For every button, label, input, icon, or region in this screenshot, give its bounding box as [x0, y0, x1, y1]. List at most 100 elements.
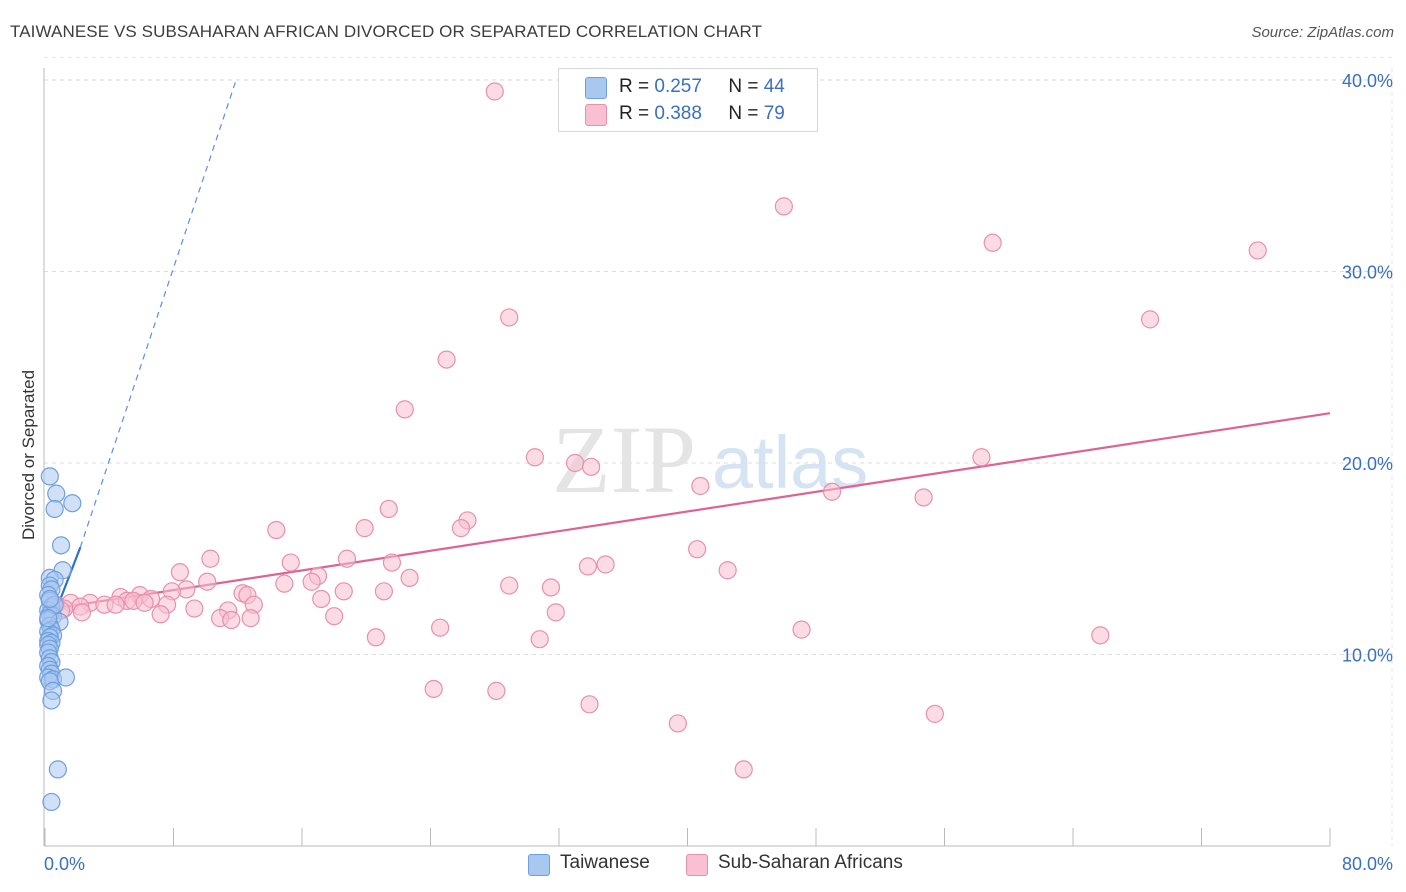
legend-n-label: N =: [728, 76, 759, 97]
point-subsaharan: [374, 582, 394, 601]
legend-r-value: 0.257: [654, 76, 702, 97]
point-subsaharan: [400, 568, 419, 588]
point-subsaharan: [198, 572, 217, 591]
legend-swatch-taiwanese: [585, 77, 607, 99]
legend-r-label: R =: [619, 103, 650, 124]
point-subsaharan: [500, 576, 519, 595]
point-subsaharan: [302, 572, 321, 591]
bottom-legend-label-subsaharan: Sub-Saharan Africans: [718, 852, 903, 873]
point-taiwanese: [39, 609, 58, 628]
point-subsaharan: [525, 448, 545, 467]
point-subsaharan: [691, 476, 710, 496]
point-subsaharan: [151, 605, 170, 624]
point-subsaharan: [106, 595, 125, 614]
y-tick-label: 40.0%: [1342, 71, 1393, 91]
y-tick-label: 20.0%: [1342, 454, 1393, 474]
point-subsaharan: [718, 561, 737, 580]
point-taiwanese: [42, 792, 61, 812]
point-subsaharan: [424, 679, 443, 699]
point-subsaharan: [451, 519, 471, 538]
legend-r-value: 0.388: [654, 103, 702, 124]
point-subsaharan: [334, 582, 353, 601]
point-taiwanese: [51, 536, 71, 555]
point-subsaharan: [546, 603, 565, 622]
point-subsaharan: [267, 520, 286, 540]
correlation-legend: R = 0.257 N = 44 R = 0.388 N = 79: [558, 68, 818, 132]
point-subsaharan: [275, 574, 294, 593]
point-subsaharan: [734, 760, 753, 779]
point-subsaharan: [983, 233, 1002, 252]
bottom-legend-swatch-subsaharan: [686, 854, 708, 876]
point-taiwanese: [40, 589, 59, 609]
point-subsaharan: [355, 519, 374, 538]
point-subsaharan: [1091, 626, 1110, 645]
trend-lines: [43, 79, 1331, 640]
point-subsaharan: [185, 599, 204, 618]
source-label: Source: ZipAtlas.com: [1251, 24, 1394, 41]
axes: [43, 68, 1331, 847]
point-subsaharan: [688, 540, 707, 559]
point-subsaharan: [822, 482, 842, 501]
point-subsaharan: [437, 350, 456, 369]
point-subsaharan: [485, 82, 504, 101]
point-subsaharan: [395, 400, 414, 419]
point-subsaharan: [668, 714, 687, 733]
point-taiwanese: [45, 499, 64, 519]
point-subsaharan: [201, 549, 220, 568]
point-subsaharan: [582, 457, 601, 476]
point-subsaharan: [379, 499, 398, 519]
point-taiwanese: [40, 467, 59, 486]
chart-title: TAIWANESE VS SUBSAHARAN AFRICAN DIVORCED…: [10, 22, 763, 41]
point-taiwanese: [63, 494, 82, 513]
trend-subsaharan: [52, 412, 1331, 610]
y-tick-label: 10.0%: [1342, 646, 1393, 666]
point-subsaharan: [580, 695, 599, 714]
point-subsaharan: [1248, 241, 1267, 260]
y-axis-title: Divorced or Separated: [19, 370, 38, 540]
watermark: ZIP atlas: [552, 406, 868, 513]
point-taiwanese: [47, 484, 66, 503]
point-subsaharan: [222, 610, 241, 630]
y-tick-label: 30.0%: [1342, 263, 1393, 283]
legend-n-value: 44: [763, 76, 785, 97]
point-subsaharan: [914, 488, 933, 507]
bottom-legend-swatch-taiwanese: [528, 854, 550, 876]
point-subsaharan: [170, 563, 190, 582]
gridlines: [44, 56, 1393, 846]
watermark-atlas: atlas: [712, 421, 868, 504]
point-subsaharan: [382, 553, 402, 572]
point-subsaharan: [1140, 310, 1160, 329]
legend-r-label: R =: [619, 76, 650, 97]
point-subsaharan: [500, 308, 519, 327]
point-subsaharan: [541, 578, 561, 597]
point-subsaharan: [792, 620, 811, 639]
legend-n-value: 79: [763, 103, 785, 124]
tick-labels: 10.0% 20.0% 30.0% 40.0% 0.0% 80.0%: [44, 71, 1393, 874]
point-subsaharan: [325, 607, 344, 626]
point-subsaharan: [135, 593, 154, 612]
legend-swatch-subsaharan: [585, 104, 607, 126]
point-subsaharan: [596, 555, 615, 574]
point-subsaharan: [312, 589, 331, 609]
point-subsaharan: [431, 618, 450, 637]
x-tick-label: 0.0%: [44, 854, 85, 874]
point-taiwanese: [56, 668, 75, 687]
point-subsaharan: [366, 628, 385, 647]
point-subsaharan: [925, 704, 944, 723]
point-subsaharan: [972, 448, 991, 467]
point-taiwanese: [42, 691, 61, 710]
legend-n-label: N =: [728, 103, 759, 124]
point-subsaharan: [578, 557, 598, 576]
point-subsaharan: [241, 609, 260, 628]
point-subsaharan: [774, 197, 793, 216]
point-subsaharan: [530, 630, 549, 649]
point-subsaharan: [487, 681, 506, 700]
trend-taiwanese-extension: [79, 79, 237, 548]
point-taiwanese: [48, 760, 67, 779]
point-subsaharan: [281, 553, 300, 572]
data-points: [39, 82, 1267, 812]
point-subsaharan: [72, 603, 92, 622]
bottom-legend-label-taiwanese: Taiwanese: [560, 852, 650, 873]
point-subsaharan: [565, 453, 585, 473]
